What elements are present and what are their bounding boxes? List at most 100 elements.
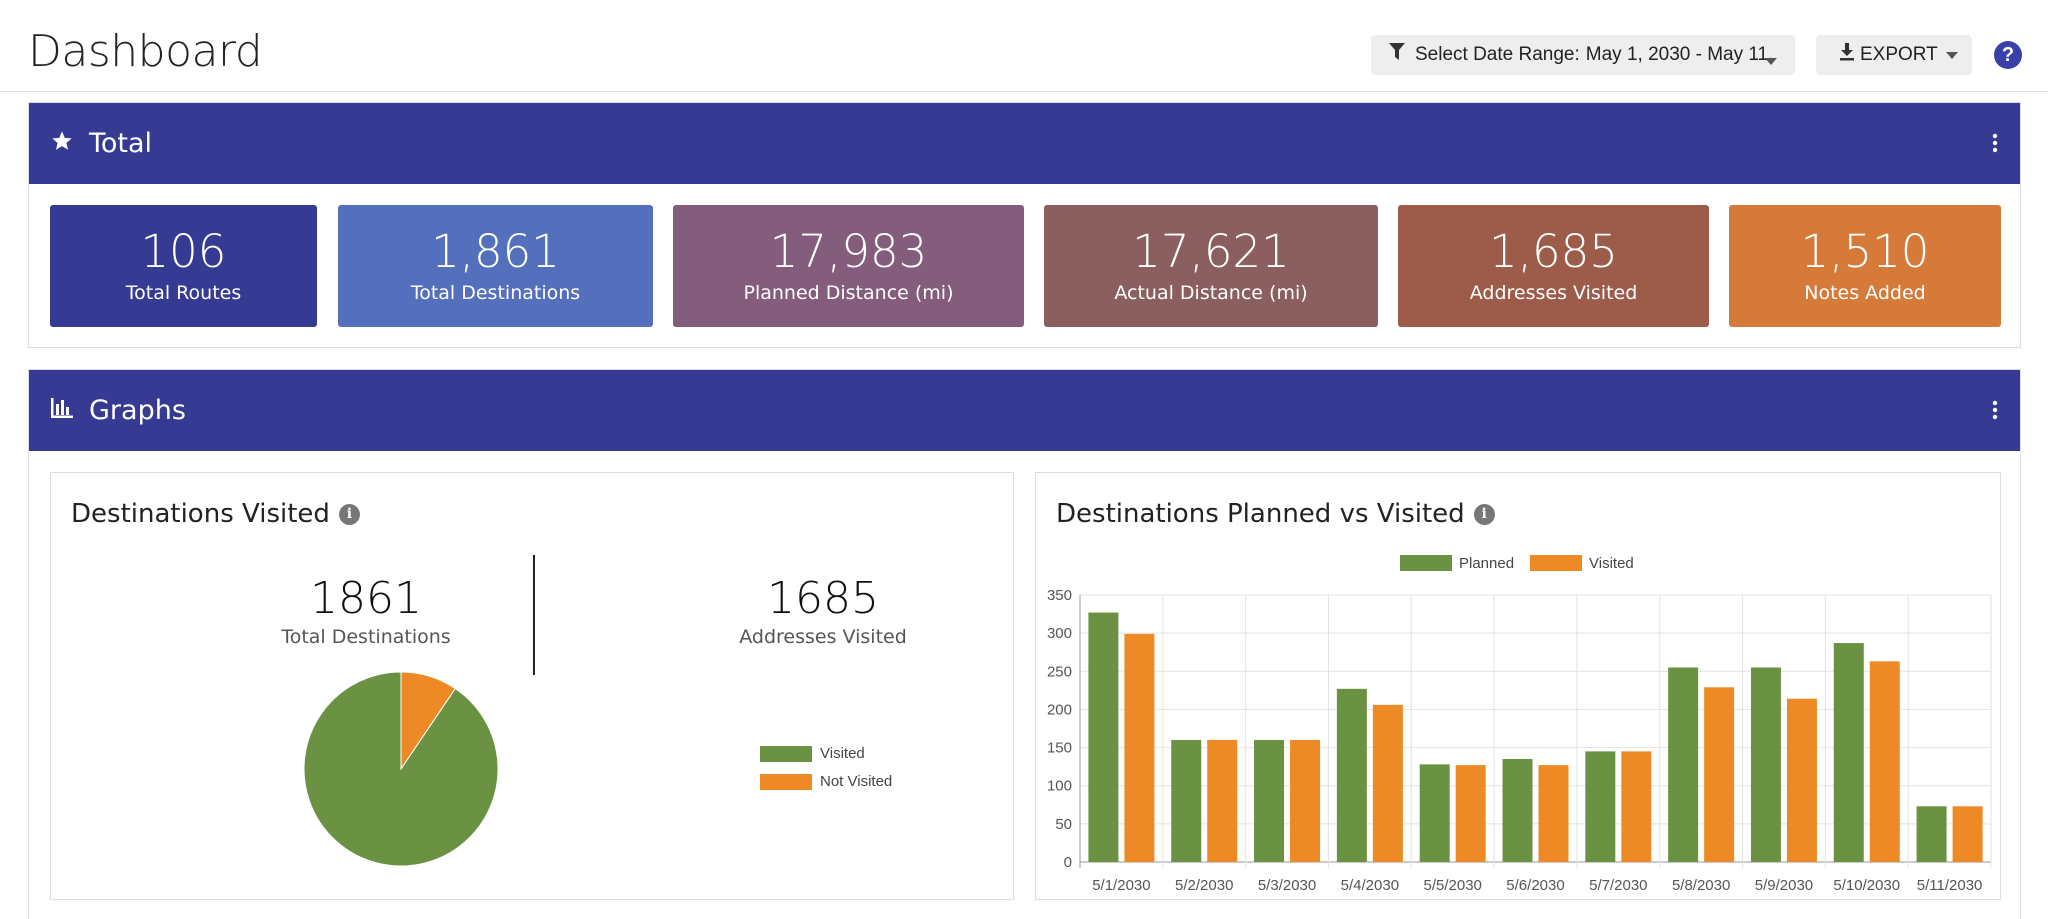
date-range-button[interactable]: Select Date Range: May 1, 2030 - May 11,	[1371, 35, 1795, 75]
legend-item-visited[interactable]: Visited	[1530, 555, 1634, 572]
stat-tile-addresses-visited: 1,685 Addresses Visited	[1398, 205, 1709, 327]
bar-visited[interactable]	[1372, 704, 1403, 862]
stat-tile-actual-distance: 17,621 Actual Distance (mi)	[1044, 205, 1378, 327]
card-title: Destinations Visited i	[71, 499, 360, 529]
planned-vs-visited-bar-chart: Planned Visited 0 50 100 150 200 250 300 350 5/1/2…	[1047, 555, 1992, 894]
top-bar: Dashboard Select Date Range: May 1, 2030…	[0, 0, 2048, 92]
stat-tile-notes-added: 1,510 Notes Added	[1729, 205, 2001, 327]
graphs-panel: Graphs Destinations Visited i 1861 Total…	[28, 369, 2021, 919]
destinations-visited-title: Destinations Visited	[71, 499, 330, 529]
legend-label-visited: Visited	[820, 745, 865, 762]
bar-visited[interactable]	[1455, 765, 1486, 862]
stat-value: 1,510	[1800, 225, 1930, 278]
date-range-value: May 1, 2030 - May 11,	[1585, 44, 1774, 65]
addresses-visited-label: Addresses Visited	[739, 626, 907, 648]
legend-label-planned: Planned	[1459, 555, 1514, 572]
bar-planned[interactable]	[1585, 751, 1616, 862]
help-button[interactable]: ?	[1994, 41, 2022, 69]
pie-slice-visited[interactable]	[303, 671, 499, 867]
bar-visited[interactable]	[1869, 661, 1900, 862]
bar-planned[interactable]	[1668, 667, 1699, 862]
date-range-label: Select Date Range:	[1415, 44, 1580, 65]
bar-planned[interactable]	[1916, 806, 1947, 862]
planned-vs-visited-title: Destinations Planned vs Visited	[1056, 499, 1465, 529]
x-tick-label: 5/8/2030	[1672, 877, 1730, 894]
total-destinations-stat: 1861 Total Destinations	[216, 573, 516, 648]
total-destinations-value: 1861	[310, 573, 422, 624]
x-tick-label: 5/11/2030	[1917, 877, 1983, 894]
export-label: EXPORT	[1860, 44, 1938, 65]
x-tick-label: 5/9/2030	[1755, 877, 1813, 894]
bar-planned[interactable]	[1088, 612, 1119, 862]
stat-value: 17,621	[1132, 225, 1290, 278]
bar-visited[interactable]	[1621, 751, 1652, 862]
total-panel: Total 106 Total Routes 1,861 Total Desti…	[28, 102, 2021, 348]
x-tick-label: 5/3/2030	[1258, 877, 1316, 894]
card-title: Destinations Planned vs Visited i	[1056, 499, 1495, 529]
bar-visited[interactable]	[1704, 687, 1735, 862]
kebab-menu-icon[interactable]	[1992, 400, 1998, 425]
total-panel-header: Total	[29, 103, 2020, 184]
y-tick-label: 100	[1047, 778, 1072, 795]
addresses-visited-value: 1685	[767, 573, 879, 624]
stat-label: Actual Distance (mi)	[1114, 282, 1308, 304]
page-title: Dashboard	[28, 26, 263, 77]
bar-visited[interactable]	[1952, 806, 1983, 862]
bar-chart-legend: Planned Visited	[1400, 555, 1634, 572]
kebab-menu-icon[interactable]	[1992, 133, 1998, 158]
stat-tile-total-routes: 106 Total Routes	[50, 205, 317, 327]
y-tick-label: 150	[1047, 740, 1072, 757]
graphs-panel-title: Graphs	[89, 395, 186, 426]
destinations-visited-card: Destinations Visited i 1861 Total Destin…	[50, 472, 1014, 900]
chevron-down-icon	[1765, 50, 1777, 72]
bar-planned[interactable]	[1171, 739, 1202, 862]
stat-value: 106	[140, 225, 227, 278]
total-panel-title: Total	[89, 128, 153, 159]
legend-label-not-visited: Not Visited	[820, 773, 893, 790]
stat-label: Total Routes	[125, 282, 242, 304]
x-tick-label: 5/4/2030	[1341, 877, 1399, 894]
info-icon[interactable]: i	[1473, 503, 1495, 525]
chevron-down-icon	[1945, 44, 1958, 66]
stat-value: 1,861	[431, 225, 560, 278]
y-tick-label: 350	[1047, 587, 1072, 604]
x-tick-label: 5/6/2030	[1506, 877, 1564, 894]
legend-item-visited[interactable]: Visited	[760, 745, 865, 762]
stat-label: Notes Added	[1804, 282, 1926, 304]
legend-swatch-not-visited	[760, 773, 812, 790]
y-tick-label: 50	[1055, 816, 1072, 833]
bar-visited[interactable]	[1538, 765, 1569, 862]
info-icon[interactable]: i	[338, 503, 360, 525]
export-button[interactable]: EXPORT	[1816, 35, 1972, 75]
y-tick-label: 0	[1064, 854, 1072, 871]
bar-planned[interactable]	[1502, 759, 1533, 862]
x-tick-label: 5/2/2030	[1175, 877, 1233, 894]
legend-item-not-visited[interactable]: Not Visited	[760, 773, 892, 790]
bar-visited[interactable]	[1124, 633, 1155, 862]
y-tick-label: 200	[1047, 701, 1072, 718]
download-icon	[1840, 43, 1854, 67]
legend-swatch-visited	[760, 745, 812, 762]
bar-visited[interactable]	[1786, 698, 1817, 862]
x-tick-label: 5/5/2030	[1423, 877, 1481, 894]
stat-divider	[533, 555, 535, 675]
star-icon	[51, 130, 73, 157]
stat-label: Planned Distance (mi)	[743, 282, 954, 304]
addresses-visited-stat: 1685 Addresses Visited	[673, 573, 973, 648]
bar-planned[interactable]	[1254, 739, 1285, 862]
bar-visited[interactable]	[1290, 739, 1321, 862]
filter-icon	[1389, 43, 1405, 67]
bar-visited[interactable]	[1207, 739, 1238, 862]
bar-planned[interactable]	[1336, 688, 1367, 862]
x-tick-label: 5/1/2030	[1092, 877, 1150, 894]
bar-planned[interactable]	[1419, 764, 1450, 862]
stat-value: 1,685	[1489, 225, 1618, 278]
y-tick-label: 250	[1047, 663, 1072, 680]
x-tick-label: 5/10/2030	[1833, 877, 1900, 894]
bar-planned[interactable]	[1750, 667, 1781, 862]
stat-label: Total Destinations	[410, 282, 581, 304]
legend-item-planned[interactable]: Planned	[1400, 555, 1514, 572]
bar-planned[interactable]	[1833, 643, 1864, 862]
y-tick-label: 300	[1047, 625, 1072, 642]
visited-pie-chart	[303, 671, 499, 867]
